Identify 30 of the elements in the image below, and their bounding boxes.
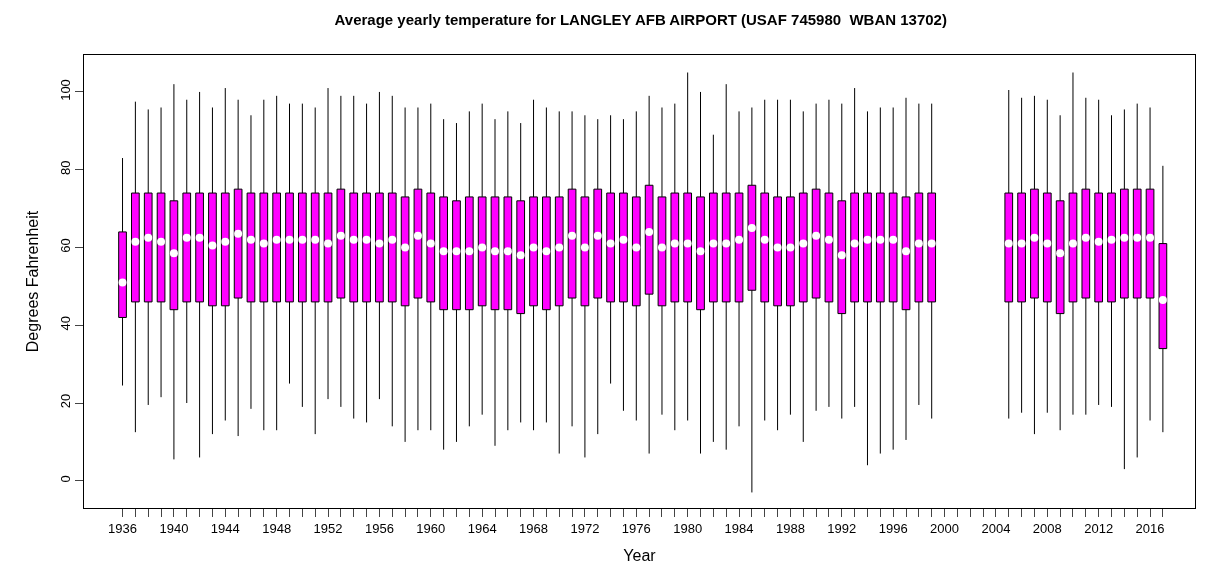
y-tick-label: 20 bbox=[57, 393, 73, 409]
y-tick-label: 100 bbox=[57, 79, 73, 101]
x-tick-label: 2012 bbox=[1084, 520, 1114, 536]
x-tick-label: 1996 bbox=[878, 520, 908, 536]
x-tick-label: 1992 bbox=[827, 520, 857, 536]
x-axis-title: Year bbox=[623, 547, 657, 565]
x-tick-label: 2004 bbox=[981, 520, 1011, 536]
x-tick-label: 1980 bbox=[673, 520, 703, 536]
x-tick-label: 1940 bbox=[159, 520, 189, 536]
x-tick-label: 1952 bbox=[313, 520, 343, 536]
x-tick-label: 1968 bbox=[519, 520, 548, 536]
y-tick-label: 60 bbox=[57, 238, 73, 253]
x-tick-label: 1936 bbox=[108, 520, 137, 536]
x-tick-label: 1960 bbox=[416, 520, 446, 536]
x-tick-label: 2008 bbox=[1032, 520, 1062, 536]
x-tick-label: 1976 bbox=[621, 520, 651, 536]
y-tick-label: 40 bbox=[57, 316, 73, 331]
x-tick-label: 2016 bbox=[1135, 520, 1165, 536]
x-tick-label: 1972 bbox=[570, 520, 600, 536]
x-tick-label: 2000 bbox=[930, 520, 959, 536]
y-axis-title: Degrees Fahrenheit bbox=[23, 210, 41, 353]
x-tick-label: 1988 bbox=[775, 520, 805, 536]
chart-title: Average yearly temperature for LANGLEY AFB AIRPORT (USAF 745980 WBAN 13702) bbox=[334, 11, 947, 29]
x-tick-label: 1944 bbox=[210, 520, 240, 536]
x-tick-label: 1964 bbox=[467, 520, 497, 536]
y-tick-label: 80 bbox=[57, 160, 73, 175]
y-tick-label: 0 bbox=[57, 475, 73, 483]
x-tick-label: 1956 bbox=[364, 520, 394, 536]
x-tick-label: 1948 bbox=[262, 520, 292, 536]
x-tick-label: 1984 bbox=[724, 520, 754, 536]
